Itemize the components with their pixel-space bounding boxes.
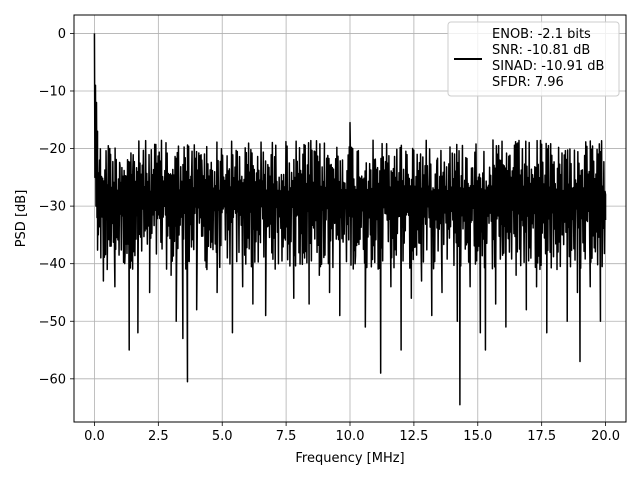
y-axis-label: PSD [dB]: [14, 190, 29, 248]
legend-box: [447, 21, 620, 97]
y-tick-label: −40: [39, 257, 66, 272]
x-tick-label: 17.5: [527, 429, 556, 444]
y-tick-label: −50: [39, 315, 66, 330]
y-tick-label: 0: [58, 27, 66, 42]
legend-sfdr-text: SFDR: 7.96: [492, 75, 564, 90]
x-axis-ticks: 0.0 2.5 5.0 7.5 10.0 12.5 15.0 17.5 20.0: [84, 422, 620, 444]
x-tick-label: 20.0: [591, 429, 620, 444]
legend: ENOB: -2.1 bits SNR: -10.81 dB SINAD: -1…: [447, 21, 620, 97]
x-axis-label: Frequency [MHz]: [295, 451, 404, 466]
x-tick-label: 2.5: [148, 429, 169, 444]
y-tick-label: −10: [39, 84, 66, 99]
legend-enob-text: ENOB: -2.1 bits: [492, 27, 591, 42]
y-tick-label: −20: [39, 142, 66, 157]
legend-snr-text: SNR: -10.81 dB: [492, 43, 590, 58]
x-tick-label: 15.0: [463, 429, 492, 444]
x-tick-label: 12.5: [399, 429, 428, 444]
x-tick-label: 0.0: [84, 429, 105, 444]
legend-sinad-text: SINAD: -10.91 dB: [492, 59, 604, 74]
y-tick-label: −30: [39, 200, 66, 215]
y-axis-ticks: 0 −10 −20 −30 −40 −50 −60: [39, 27, 74, 387]
x-tick-label: 7.5: [276, 429, 297, 444]
psd-series-line: [93, 33, 607, 406]
y-tick-label: −60: [39, 372, 66, 387]
plot-area: [93, 33, 607, 406]
x-tick-label: 5.0: [212, 429, 233, 444]
axes-frame: [73, 14, 627, 423]
x-tick-label: 10.0: [336, 429, 365, 444]
